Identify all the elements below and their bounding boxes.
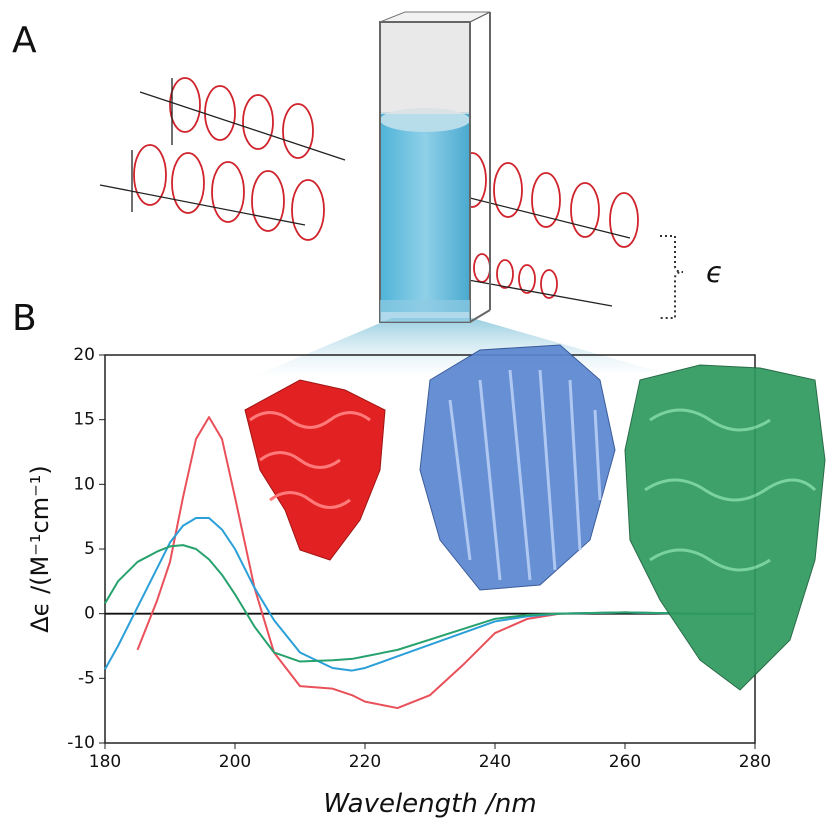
y-tick-label: 10 [73,474,95,494]
bracket [660,235,684,319]
axes-arrows [99,78,631,307]
x-tick-label: 260 [609,752,641,772]
data-line [104,544,755,663]
data-line [136,416,755,710]
panel-label: A [12,20,37,61]
x-tick-label: 200 [219,752,251,772]
y-tick-label: 20 [73,345,95,365]
y-tick-label: 0 [84,604,95,624]
y-tick-label: 5 [84,539,95,559]
data-line [104,516,755,672]
illustration: ϵ A B [12,11,723,378]
x-tick-label: 220 [349,752,381,772]
cuvette [379,11,491,323]
y-tick-label: -10 [67,733,95,753]
proteins [244,344,826,691]
incoming-helices [133,77,639,299]
x-tick-label: 280 [739,752,771,772]
x-tick-label: 180 [89,752,121,772]
y-tick-label: -5 [78,668,95,688]
y-axis-label: Δϵ /(M⁻¹cm⁻¹) [26,465,54,632]
epsilon-label: ϵ [706,256,723,289]
complex-protein [624,364,826,691]
helical-protein [244,379,386,561]
panel-label: B [12,298,37,339]
x-tick-label: 240 [479,752,511,772]
barrel-protein [419,344,616,591]
x-axis-label: Wavelength /nm [323,789,536,819]
plot: -10 -5 0 5 10 15 20 180 200 220 240 260 280 Wavelengt… [26,345,771,819]
y-tick-label: 15 [73,410,95,430]
